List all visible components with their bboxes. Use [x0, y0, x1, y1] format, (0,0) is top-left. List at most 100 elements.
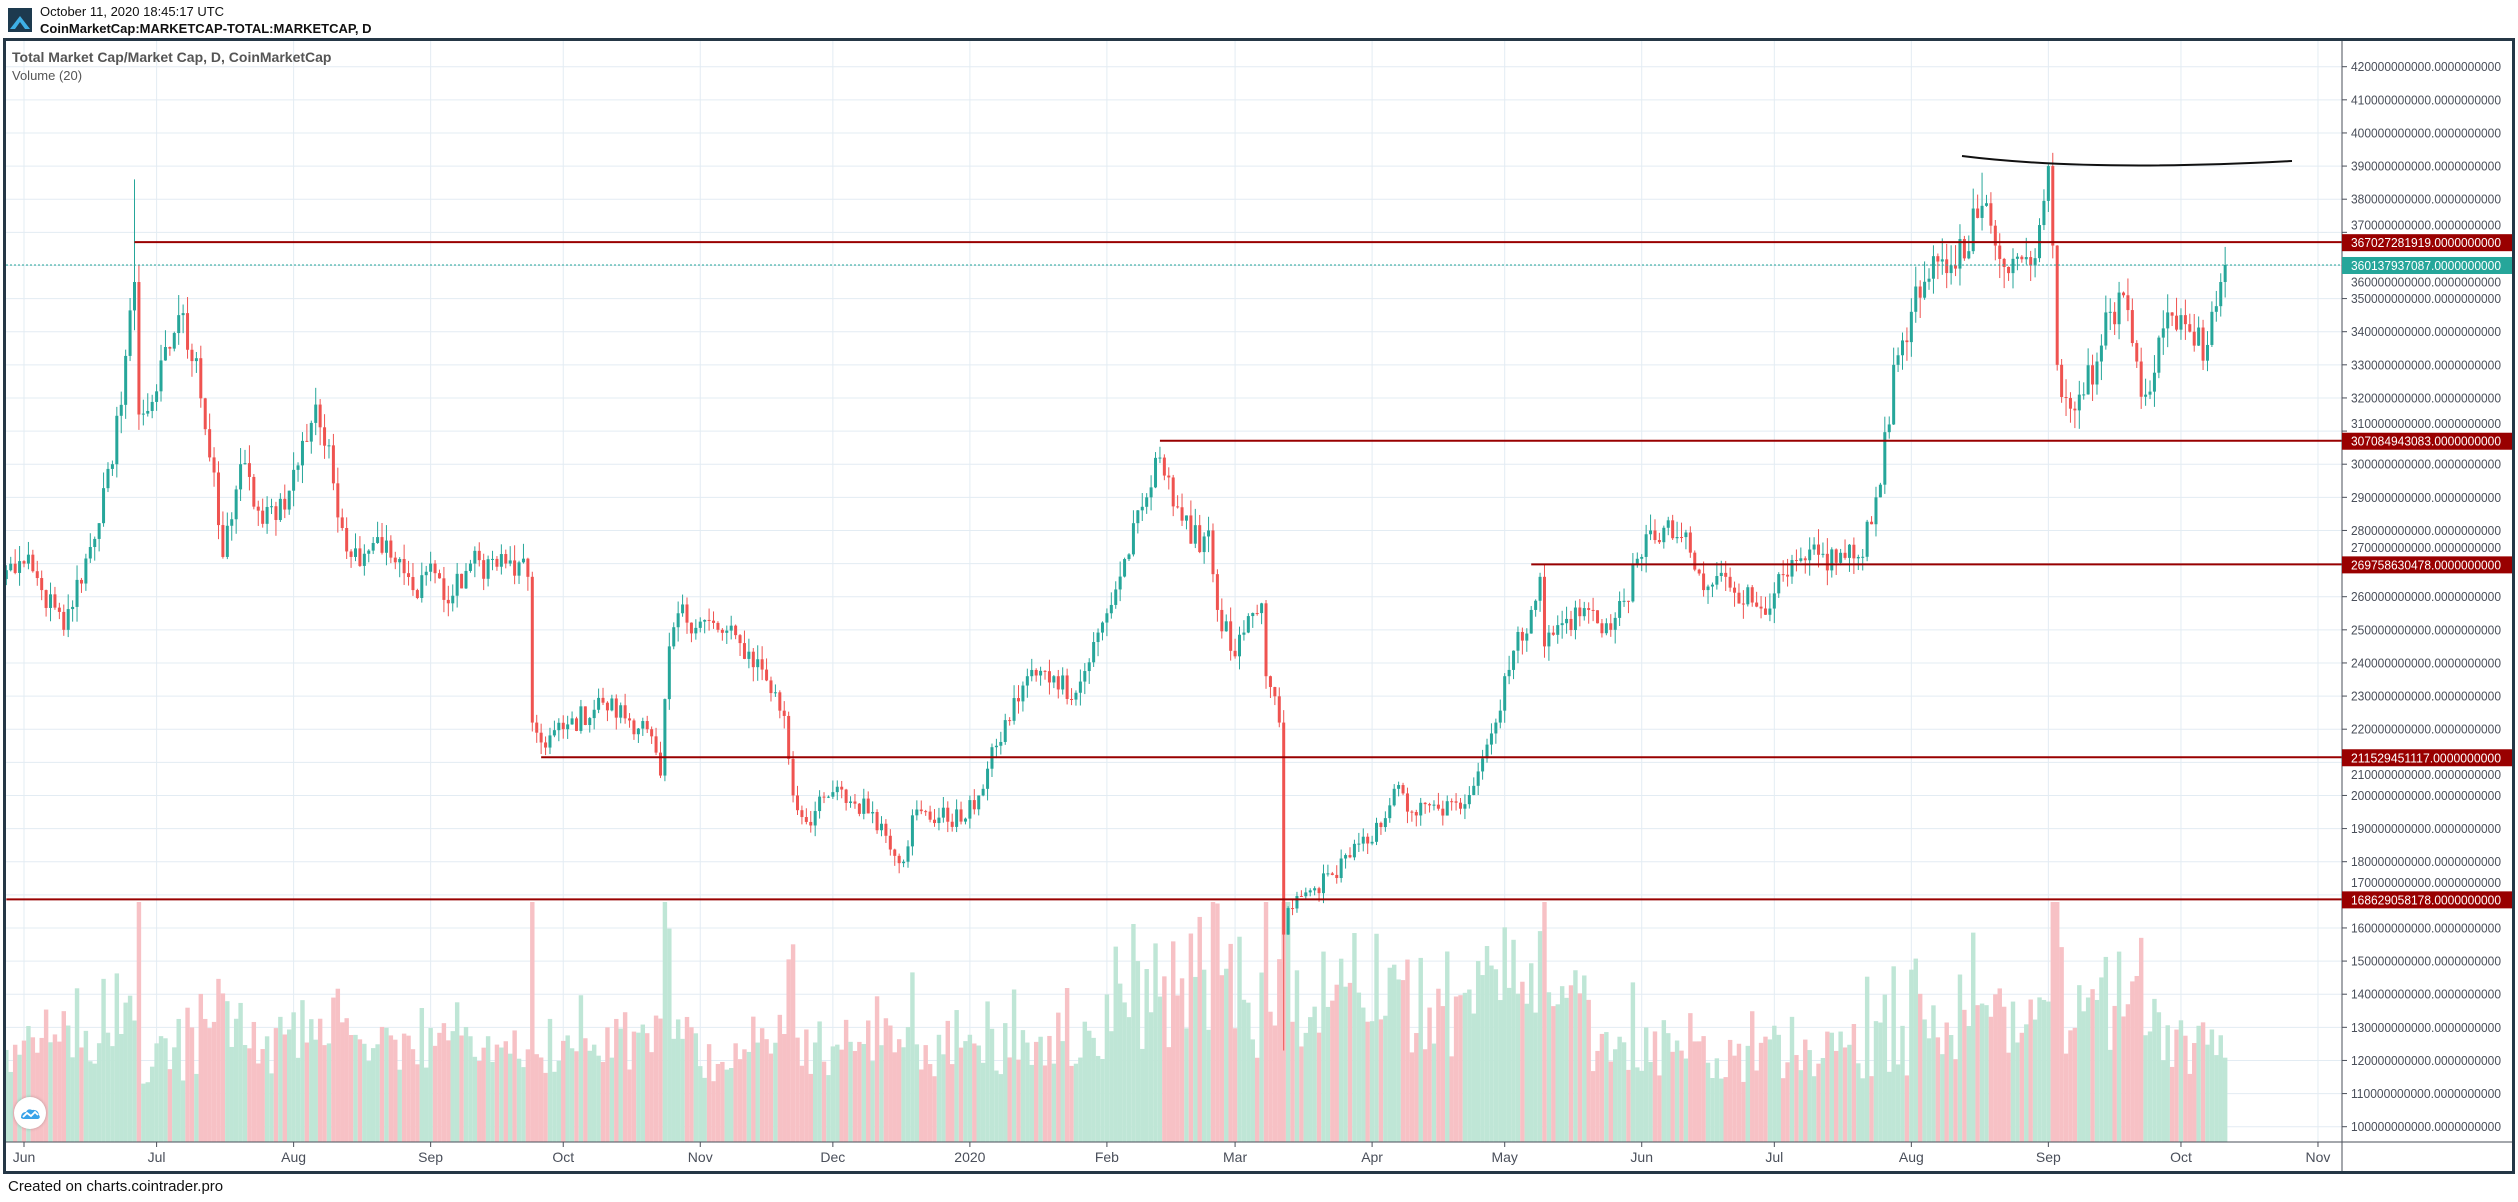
- candle[interactable]: [826, 795, 830, 799]
- candle[interactable]: [1865, 519, 1869, 562]
- candle[interactable]: [451, 584, 455, 612]
- candle[interactable]: [765, 658, 769, 682]
- candle[interactable]: [106, 462, 110, 493]
- candle[interactable]: [2068, 392, 2072, 423]
- candle[interactable]: [1724, 560, 1728, 592]
- candle[interactable]: [1162, 454, 1166, 481]
- candle[interactable]: [1931, 245, 1935, 294]
- candle[interactable]: [190, 343, 194, 377]
- candle[interactable]: [738, 634, 742, 656]
- candle[interactable]: [1640, 554, 1644, 572]
- candle[interactable]: [278, 493, 282, 522]
- candle[interactable]: [1817, 529, 1821, 568]
- candle[interactable]: [2046, 164, 2050, 213]
- candle[interactable]: [990, 743, 994, 777]
- candle[interactable]: [570, 711, 574, 725]
- candle[interactable]: [535, 714, 539, 743]
- candle[interactable]: [1498, 699, 1502, 729]
- candle[interactable]: [1529, 605, 1533, 634]
- candle[interactable]: [1825, 538, 1829, 586]
- candle[interactable]: [2192, 314, 2196, 352]
- candle[interactable]: [252, 474, 256, 510]
- candle[interactable]: [1927, 268, 1931, 290]
- candle[interactable]: [1847, 543, 1851, 572]
- candle[interactable]: [1246, 613, 1250, 634]
- candle[interactable]: [1401, 782, 1405, 796]
- candle[interactable]: [513, 545, 517, 585]
- candle[interactable]: [1843, 539, 1847, 560]
- candle[interactable]: [2055, 245, 2059, 371]
- candle[interactable]: [526, 557, 530, 591]
- candle[interactable]: [742, 630, 746, 660]
- candle[interactable]: [1379, 821, 1383, 835]
- candle[interactable]: [2020, 255, 2024, 263]
- candle[interactable]: [40, 570, 44, 601]
- candle[interactable]: [102, 472, 106, 527]
- candle[interactable]: [915, 800, 919, 821]
- candle[interactable]: [1481, 749, 1485, 780]
- candle[interactable]: [1958, 224, 1962, 286]
- candle[interactable]: [97, 523, 101, 552]
- candle[interactable]: [787, 711, 791, 765]
- candle[interactable]: [831, 780, 835, 799]
- candle[interactable]: [1613, 612, 1617, 644]
- candle[interactable]: [1078, 669, 1082, 706]
- candle[interactable]: [1839, 548, 1843, 566]
- candle[interactable]: [1998, 233, 2002, 279]
- candle[interactable]: [557, 718, 561, 742]
- candle[interactable]: [230, 512, 234, 541]
- candle[interactable]: [977, 795, 981, 816]
- candle[interactable]: [1313, 886, 1317, 896]
- candle[interactable]: [499, 544, 503, 575]
- candle[interactable]: [605, 701, 609, 722]
- candle[interactable]: [1047, 659, 1051, 695]
- candle[interactable]: [424, 565, 428, 586]
- candle[interactable]: [44, 589, 48, 617]
- candle[interactable]: [893, 848, 897, 866]
- candle[interactable]: [548, 727, 552, 755]
- candle[interactable]: [999, 731, 1003, 755]
- candle[interactable]: [1021, 681, 1025, 712]
- candle[interactable]: [2082, 382, 2086, 400]
- candle[interactable]: [2029, 250, 2033, 282]
- candle[interactable]: [1609, 614, 1613, 637]
- candle[interactable]: [2042, 189, 2046, 231]
- candle[interactable]: [477, 542, 481, 567]
- candle[interactable]: [1366, 833, 1370, 854]
- candle[interactable]: [93, 536, 97, 561]
- candle[interactable]: [292, 452, 296, 507]
- candle[interactable]: [460, 573, 464, 589]
- candle[interactable]: [398, 557, 402, 578]
- candle[interactable]: [941, 797, 945, 823]
- candle[interactable]: [1167, 467, 1171, 490]
- candle[interactable]: [813, 801, 817, 837]
- candle[interactable]: [1154, 452, 1158, 489]
- candle[interactable]: [575, 716, 578, 732]
- candle[interactable]: [1140, 493, 1144, 522]
- candle[interactable]: [1741, 590, 1745, 619]
- candle[interactable]: [2002, 257, 2006, 289]
- candle[interactable]: [2060, 359, 2064, 403]
- candle[interactable]: [2152, 355, 2156, 407]
- candle[interactable]: [1940, 238, 1944, 275]
- candle[interactable]: [835, 780, 839, 801]
- candle[interactable]: [181, 304, 185, 334]
- candle[interactable]: [358, 536, 362, 567]
- candle[interactable]: [296, 462, 300, 482]
- candle[interactable]: [716, 621, 720, 633]
- candle[interactable]: [1114, 581, 1118, 609]
- candle[interactable]: [1361, 828, 1365, 852]
- candle[interactable]: [270, 498, 274, 515]
- candle[interactable]: [1105, 608, 1109, 637]
- candle[interactable]: [1034, 668, 1038, 682]
- candle[interactable]: [1525, 628, 1529, 652]
- candle[interactable]: [1657, 532, 1661, 545]
- candle[interactable]: [1339, 849, 1343, 883]
- candle[interactable]: [1971, 188, 1975, 255]
- candle[interactable]: [1008, 717, 1012, 726]
- candle[interactable]: [57, 602, 61, 620]
- candle[interactable]: [1419, 797, 1423, 826]
- candle[interactable]: [155, 384, 159, 411]
- candle[interactable]: [1291, 899, 1295, 916]
- candle[interactable]: [2033, 248, 2037, 278]
